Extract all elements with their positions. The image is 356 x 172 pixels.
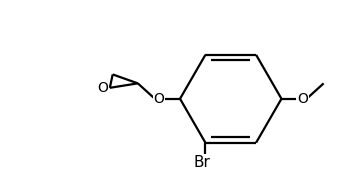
Text: O: O xyxy=(297,92,308,106)
Text: Br: Br xyxy=(194,155,211,170)
Text: O: O xyxy=(153,92,164,106)
Text: O: O xyxy=(97,81,108,95)
